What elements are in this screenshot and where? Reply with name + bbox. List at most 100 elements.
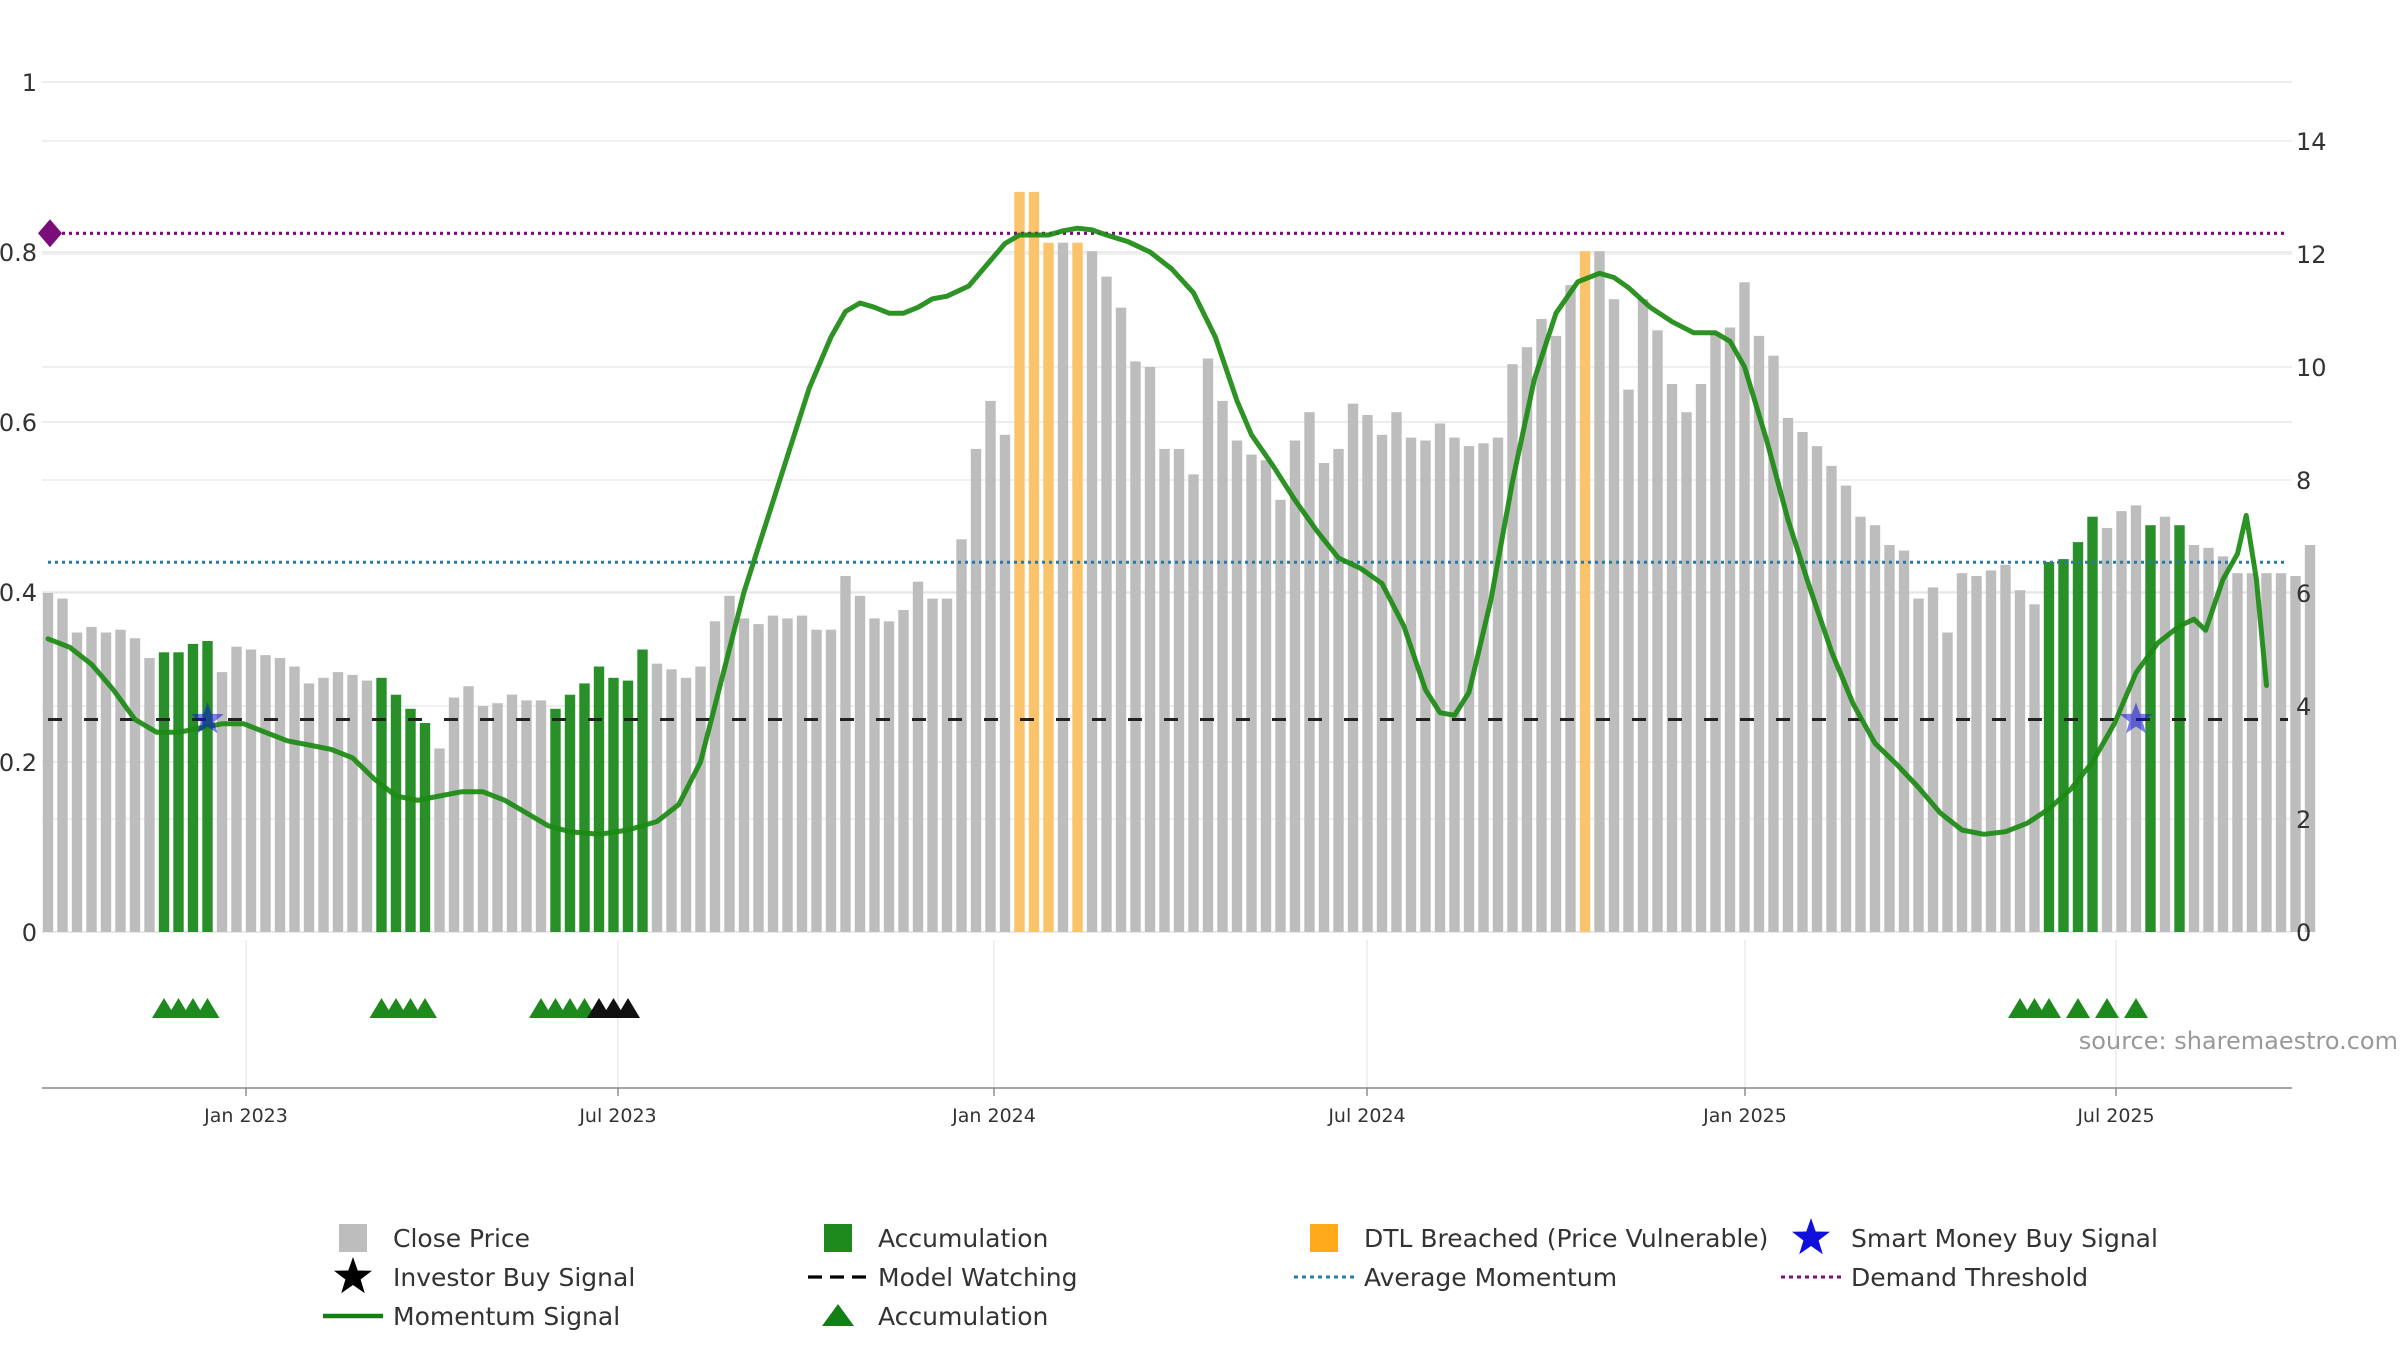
close-price-bar [738, 618, 750, 932]
close-price-bar [1956, 573, 1968, 932]
accumulation-bar [158, 652, 170, 932]
accumulation-triangle [2037, 998, 2061, 1018]
close-price-bar [1318, 463, 1330, 932]
legend-label: Investor Buy Signal [393, 1263, 635, 1292]
close-price-bar [1507, 364, 1518, 932]
close-price-bar [1652, 330, 1663, 932]
close-price-bar [1086, 251, 1098, 932]
close-price-bar [1275, 499, 1286, 932]
accumulation-bar [405, 708, 416, 932]
close-price-bar [941, 598, 953, 932]
close-price-bar [434, 748, 445, 932]
accumulation-bar [2087, 516, 2098, 932]
accumulation-bar [376, 677, 387, 933]
close-price-bar [1478, 443, 1489, 932]
close-price-bar [666, 669, 677, 932]
close-price-bar [2261, 573, 2272, 932]
close-price-bar [1101, 276, 1112, 933]
accumulation-bar [579, 683, 590, 932]
close-price-bar [1623, 389, 1634, 933]
close-price-bar [753, 624, 764, 932]
accumulation-bar [2072, 542, 2084, 932]
legend-symbol-orange-square [1310, 1224, 1338, 1252]
dtl-breached-bar [1028, 191, 1040, 932]
close-price-bar [506, 694, 518, 932]
close-price-bar [1173, 448, 1185, 932]
close-price-bar [825, 629, 837, 932]
close-price-bar [1840, 485, 1852, 932]
close-price-bar [1768, 355, 1779, 932]
close-price-bar [260, 655, 271, 932]
legend: Close Price Accumulation DTL Breached (Pri… [323, 1218, 2158, 1331]
close-price-bar [1362, 415, 1373, 932]
close-price-bar [535, 700, 547, 932]
legend-symbol-black-star [334, 1257, 372, 1294]
left-tick-label: 0 [22, 919, 37, 947]
x-tick-label: Jan 2023 [203, 1105, 288, 1127]
legend-label: Demand Threshold [1851, 1263, 2088, 1292]
close-price-bar [477, 706, 489, 932]
close-price-bar [1985, 570, 1997, 932]
close-price-bar [2101, 528, 2113, 932]
accumulation-bar [2043, 561, 2055, 932]
close-price-bar [1594, 251, 1605, 932]
dtl-breached-bar [1072, 242, 1083, 932]
close-price-bar [1971, 576, 1982, 932]
accumulation-bar [2174, 525, 2185, 932]
close-price-bar [1884, 545, 1895, 932]
close-price-bar [898, 610, 909, 932]
close-price-bar [999, 434, 1011, 932]
close-price-bar [912, 581, 924, 932]
close-price-bar [347, 674, 358, 932]
legend-label: Close Price [393, 1224, 530, 1253]
close-price-bar [2203, 547, 2214, 932]
close-price-bar [2029, 604, 2040, 932]
legend-label: Accumulation [878, 1302, 1048, 1331]
close-price-bar [2217, 556, 2229, 932]
close-price-bar [1927, 587, 1939, 932]
close-price-bar [1739, 282, 1750, 933]
right-tick-label: 0 [2296, 919, 2311, 947]
close-price-bar [2275, 573, 2287, 932]
close-price-bar [2232, 573, 2243, 932]
close-price-bar [448, 697, 460, 932]
close-price-bar [1492, 437, 1504, 932]
close-price-bar [796, 615, 808, 932]
left-tick-label: 0.2 [0, 749, 37, 777]
close-price-bar [1724, 327, 1736, 932]
close-price-bar [927, 598, 938, 932]
left-tick-label: 0.6 [0, 409, 37, 437]
close-price-bar [985, 400, 996, 932]
close-price-bar [709, 621, 721, 933]
x-tick-label: Jul 2023 [578, 1105, 656, 1127]
legend-symbol-blue-star [1792, 1218, 1830, 1255]
right-tick-label: 6 [2296, 580, 2311, 608]
close-price-bar [1550, 335, 1562, 932]
close-price-bar [1231, 440, 1243, 932]
left-tick-label: 0.8 [0, 239, 37, 267]
right-tick-label: 2 [2296, 806, 2311, 834]
close-price-bar [1753, 335, 1765, 932]
close-price-bar [521, 700, 532, 932]
smart-money-buy-star-1 [2119, 702, 2153, 734]
close-price-bar [2246, 573, 2258, 932]
close-price-bar [883, 621, 895, 933]
close-price-bar [1565, 285, 1576, 933]
close-price-bar [1536, 319, 1547, 932]
close-price-bar [782, 618, 793, 932]
demand-threshold-diamond [38, 219, 62, 248]
accumulation-bar [419, 723, 431, 932]
x-tick-label: Jul 2024 [1327, 1105, 1405, 1127]
close-price-bar [1057, 242, 1069, 932]
accumulation-bar [593, 666, 605, 932]
close-price-bar [1710, 333, 1721, 933]
close-price-bar [2000, 564, 2011, 933]
close-price-bar [680, 677, 692, 933]
close-price-bar [1202, 358, 1214, 932]
close-price-bar [1797, 432, 1808, 932]
close-price-bar [1681, 412, 1692, 932]
x-tick-label: Jul 2025 [2076, 1105, 2154, 1127]
dtl-breached-bar [1043, 242, 1054, 932]
close-price-bar [2116, 511, 2127, 932]
